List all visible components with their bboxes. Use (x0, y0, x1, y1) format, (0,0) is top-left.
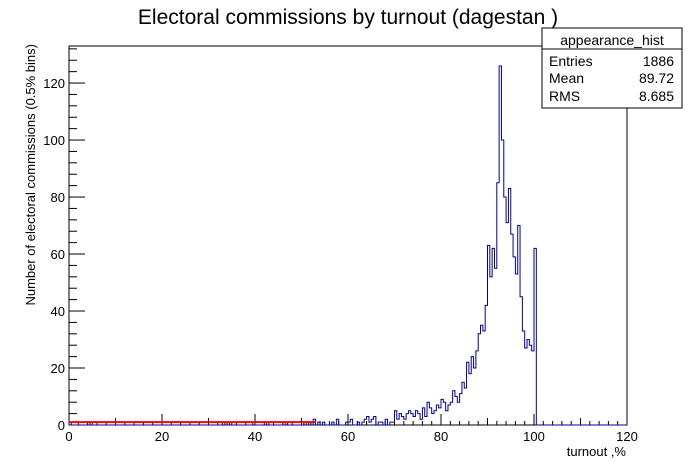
x-tick-label: 80 (434, 429, 448, 444)
y-tick-label: 120 (43, 76, 65, 91)
stats-rms-value: 8.685 (639, 88, 674, 104)
stats-box-title: appearance_hist (560, 32, 664, 48)
y-tick-label: 0 (58, 418, 65, 433)
stats-box-frame (541, 27, 683, 109)
stats-entries-label: Entries (549, 53, 593, 69)
histogram-series-line (68, 65, 627, 426)
y-tick-label: 40 (51, 304, 65, 319)
y-tick-label: 80 (51, 190, 65, 205)
x-tick-label: 20 (155, 429, 169, 444)
y-tick-label: 20 (51, 361, 65, 376)
y-tick-label: 60 (51, 247, 65, 262)
y-tick-label: 100 (43, 133, 65, 148)
stats-mean-value: 89.72 (639, 70, 674, 86)
stats-mean-label: Mean (549, 70, 584, 86)
x-axis-title: turnout ,% (567, 444, 627, 459)
x-tick-label: 60 (341, 429, 355, 444)
stats-box: appearance_hist Entries 1886 Mean 89.72 … (541, 27, 683, 109)
x-tick-label: 120 (616, 429, 638, 444)
stats-rms-label: RMS (549, 88, 580, 104)
chart-title: Electoral commissions by turnout (dagest… (138, 6, 558, 29)
y-axis-title: Number of electoral commissions (0.5% bi… (23, 44, 38, 306)
x-tick-label: 100 (523, 429, 545, 444)
y-axis-tick-labels: 0 20 40 60 80 100 120 (43, 76, 65, 433)
x-tick-label: 0 (65, 429, 72, 444)
y-axis-ticks (69, 48, 85, 426)
x-tick-label: 40 (248, 429, 262, 444)
stats-entries-value: 1886 (643, 53, 674, 69)
x-axis-tick-labels: 0 20 40 60 80 100 120 (65, 429, 637, 444)
